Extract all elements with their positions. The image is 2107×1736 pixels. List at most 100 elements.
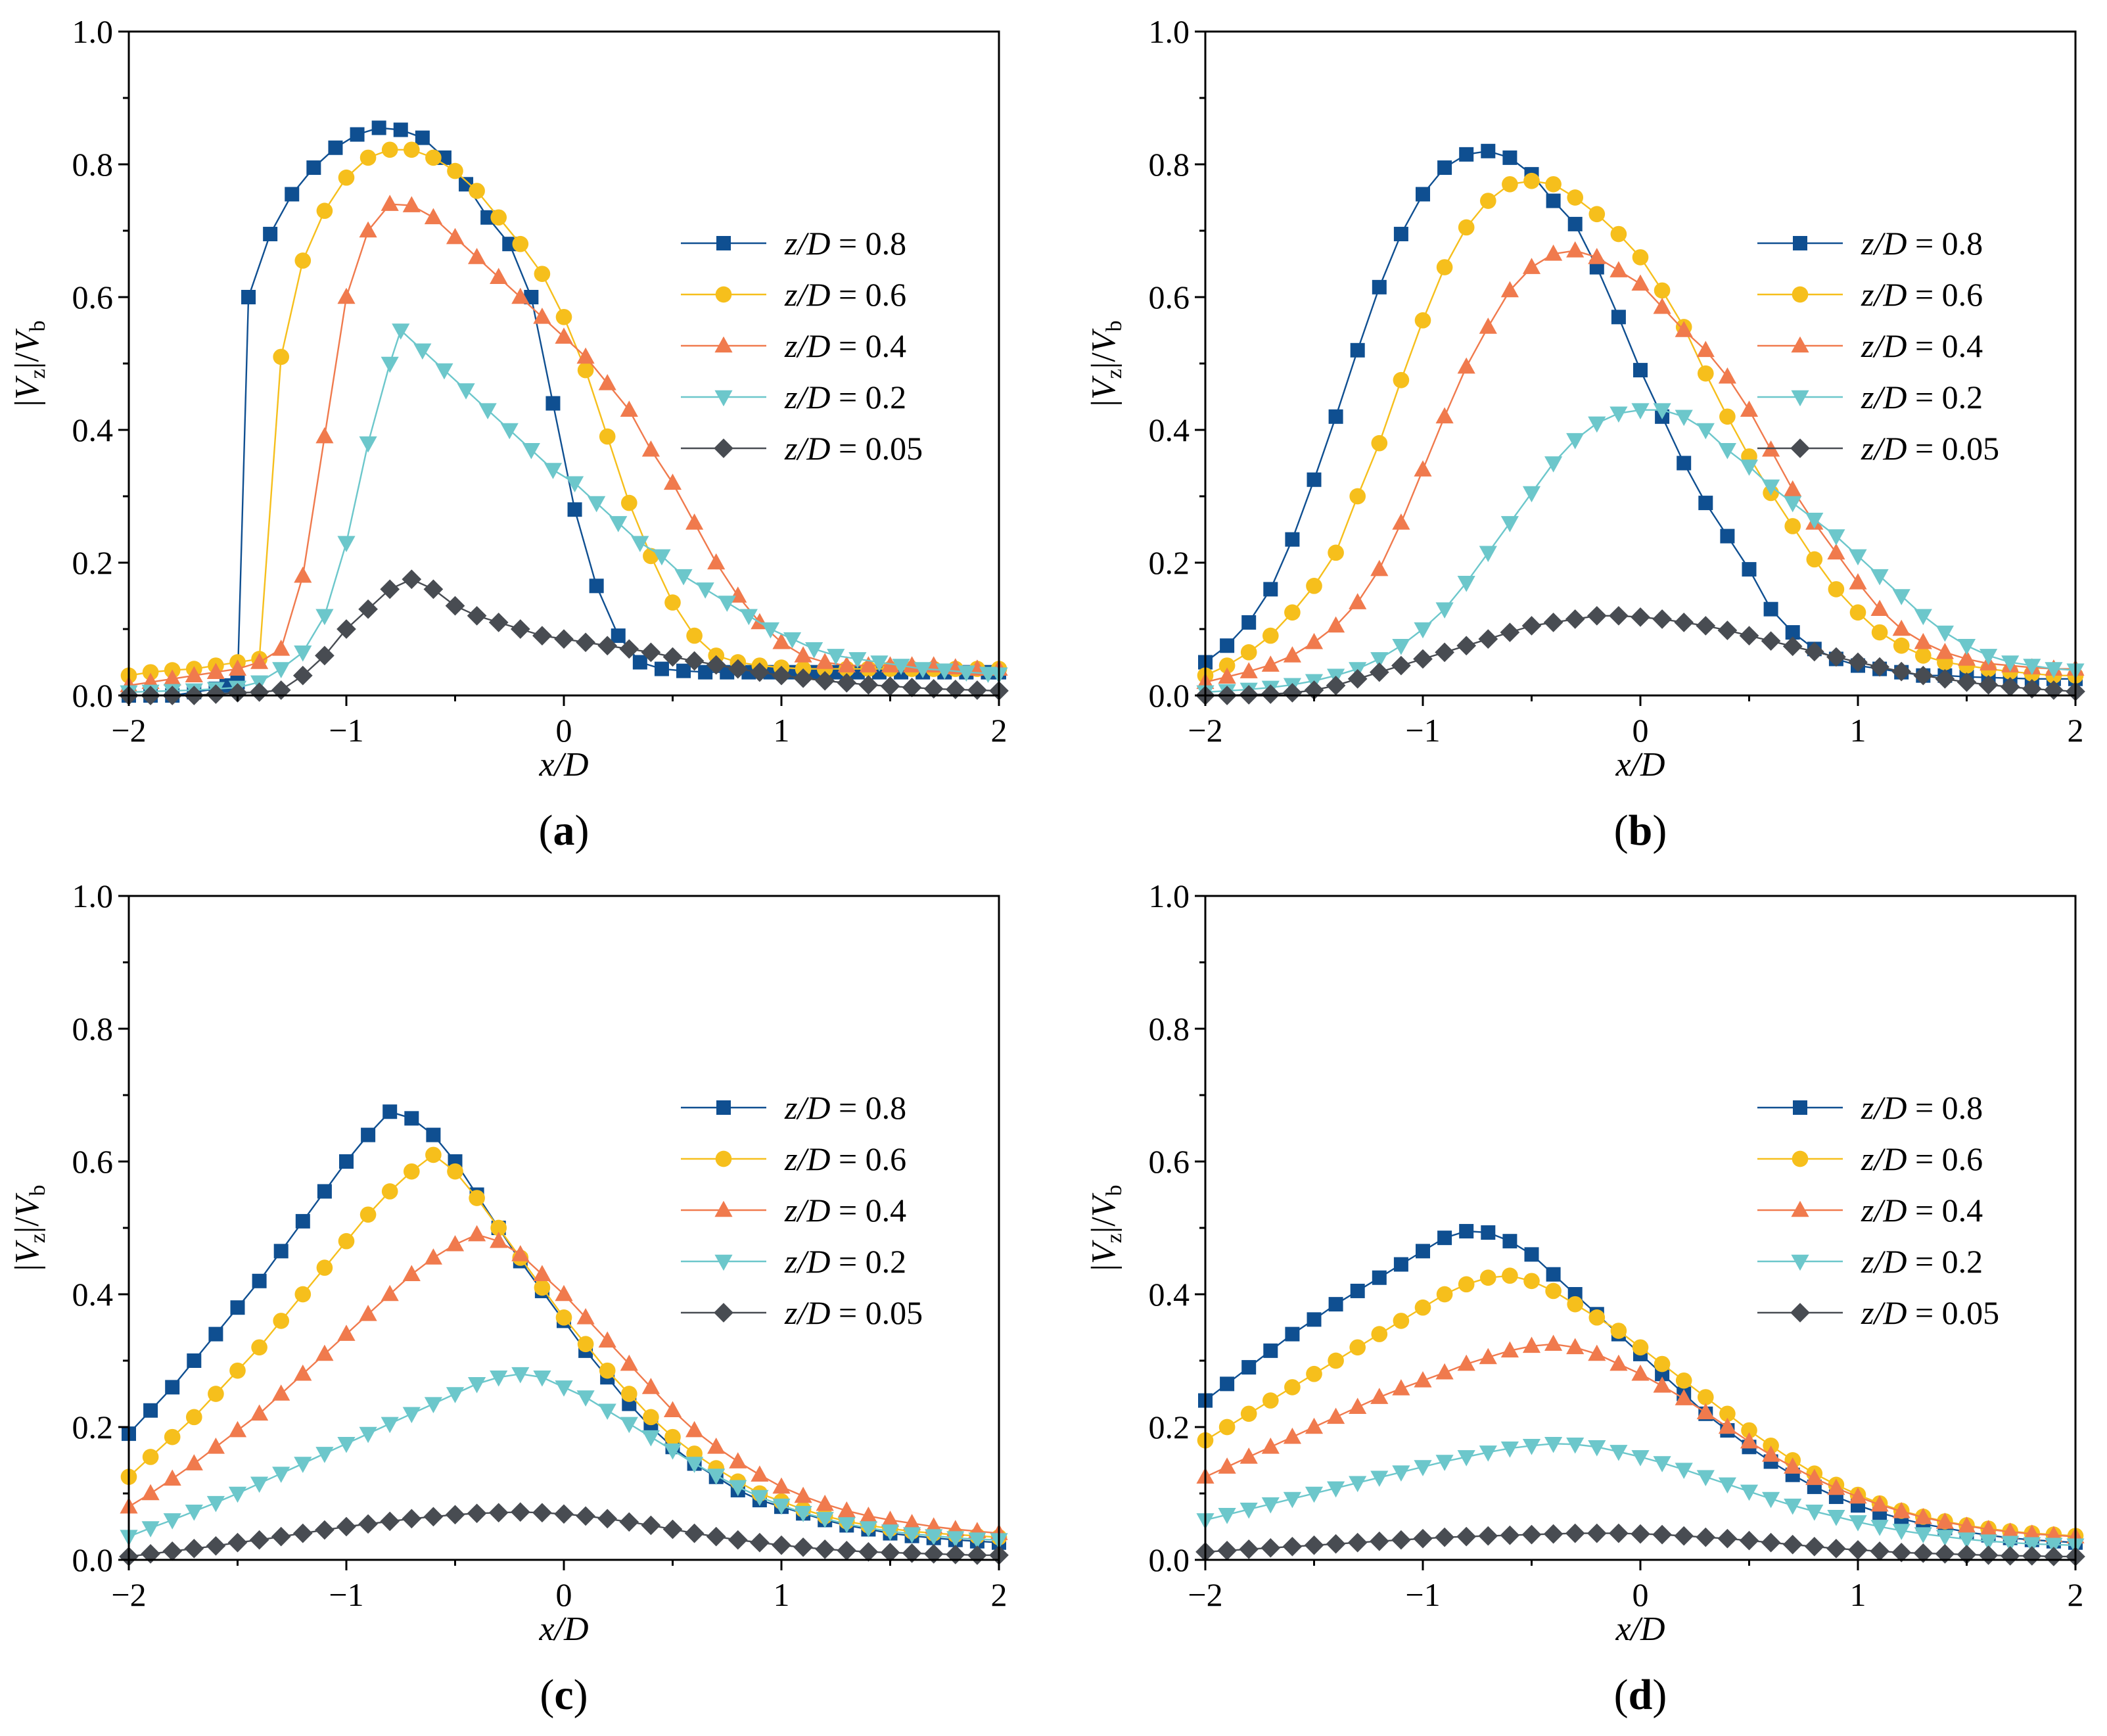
point-c-z02-19 <box>533 1370 551 1387</box>
point-c-z06-25 <box>664 1428 681 1445</box>
point-c-z02-5 <box>228 1486 247 1503</box>
point-a-z08-21 <box>545 396 561 411</box>
point-d-z005-38 <box>2022 1546 2042 1566</box>
point-d-z08-2 <box>1241 1360 1257 1375</box>
point-a-z08-19 <box>502 237 517 252</box>
point-c-z06-10 <box>338 1232 355 1250</box>
point-d-z08-5 <box>1307 1312 1322 1327</box>
y-tick-label-a-3: 0.6 <box>72 279 114 316</box>
point-a-z02-28 <box>718 596 736 612</box>
point-d-z02-16 <box>1544 1436 1563 1453</box>
point-d-z04-24 <box>1718 1417 1736 1434</box>
point-a-z06-17 <box>490 209 507 226</box>
point-b-z005-29 <box>1826 647 1846 667</box>
point-c-z02-10 <box>337 1436 356 1453</box>
point-b-z005-30 <box>1848 652 1868 672</box>
point-b-z005-26 <box>1761 631 1781 651</box>
point-c-z04-23 <box>620 1354 638 1371</box>
legend-marker-b-z04 <box>1791 336 1809 353</box>
point-d-z04-32 <box>1892 1501 1910 1518</box>
point-d-z02-18 <box>1588 1440 1606 1457</box>
point-b-z04-16 <box>1544 245 1563 261</box>
point-a-z02-34 <box>848 652 867 669</box>
point-c-z04-24 <box>641 1378 660 1394</box>
point-a-z08-14 <box>393 122 408 137</box>
point-a-z005-39 <box>967 680 987 700</box>
point-d-z06-24 <box>1719 1405 1736 1422</box>
point-c-z02-2 <box>163 1513 181 1530</box>
point-b-z005-11 <box>1435 642 1454 663</box>
legend-c: z/D = 0.8 z/D = 0.6 z/D = 0.4 z/D = 0.2 z/D … <box>681 1089 923 1331</box>
point-c-z005-9 <box>315 1520 335 1540</box>
point-b-z005-7 <box>1347 669 1368 689</box>
point-a-z02-22 <box>588 496 606 513</box>
point-b-z04-2 <box>1239 662 1258 678</box>
point-a-z02-8 <box>294 645 312 662</box>
point-b-z06-13 <box>1479 193 1496 209</box>
point-d-z02-11 <box>1435 1455 1454 1471</box>
point-b-z005-8 <box>1369 662 1389 682</box>
point-b-z04-21 <box>1653 297 1671 314</box>
point-a-z02-13 <box>392 323 410 340</box>
point-d-z02-22 <box>1675 1463 1693 1479</box>
point-b-z02-24 <box>1718 443 1736 459</box>
point-c-z06-5 <box>229 1362 246 1379</box>
point-b-z02-34 <box>1935 625 1954 642</box>
point-a-z08-9 <box>285 187 300 202</box>
point-c-z08-12 <box>382 1104 398 1119</box>
point-d-z02-37 <box>2001 1536 2020 1553</box>
point-d-z04-19 <box>1609 1354 1628 1371</box>
x-tick-label-b-3: 1 <box>1850 712 1866 749</box>
point-b-z02-31 <box>1870 569 1889 586</box>
point-c-z04-19 <box>533 1265 551 1281</box>
point-d-z06-16 <box>1545 1282 1562 1300</box>
point-a-z06-16 <box>469 183 485 199</box>
point-c-z04-2 <box>163 1469 181 1486</box>
point-d-z005-6 <box>1326 1534 1346 1554</box>
point-c-z005-10 <box>336 1516 356 1537</box>
panel-caption-a: (a) <box>539 807 590 855</box>
point-d-z005-24 <box>1717 1528 1738 1549</box>
point-a-z04-22 <box>598 374 616 390</box>
point-d-z005-39 <box>2044 1547 2064 1566</box>
point-a-z02-12 <box>381 356 399 373</box>
point-a-z005-12 <box>380 579 400 599</box>
y-tick-label-b-4: 0.8 <box>1149 146 1190 183</box>
point-b-z02-33 <box>1914 609 1932 626</box>
point-c-z08-2 <box>165 1380 180 1395</box>
point-b-z005-16 <box>1543 613 1563 632</box>
point-d-z06-13 <box>1479 1269 1496 1286</box>
point-c-z06-21 <box>577 1336 594 1353</box>
point-a-z04-16 <box>468 248 486 264</box>
point-b-z06-20 <box>1632 249 1649 266</box>
point-d-z02-29 <box>1827 1510 1845 1526</box>
point-c-z04-11 <box>359 1305 377 1321</box>
point-b-z02-15 <box>1522 486 1541 503</box>
point-c-z005-25 <box>662 1519 683 1539</box>
panel-caption-c: (c) <box>540 1671 588 1719</box>
y-tick-label-a-4: 0.8 <box>72 146 114 183</box>
legend-d: z/D = 0.8 z/D = 0.6 z/D = 0.4 z/D = 0.2 z/D … <box>1757 1089 1999 1331</box>
legend-label-b-z02: z/D = 0.2 <box>1861 379 1983 415</box>
point-b-z08-5 <box>1307 472 1322 487</box>
point-a-z08-12 <box>350 127 365 142</box>
point-a-z04-18 <box>511 287 530 304</box>
point-c-z02-26 <box>685 1457 704 1473</box>
point-a-z005-22 <box>597 636 618 656</box>
x-axis-title-a: x/D <box>538 746 588 784</box>
point-b-z005-34 <box>1935 669 1955 689</box>
point-c-z06-24 <box>643 1409 659 1426</box>
point-b-z02-28 <box>1805 513 1824 529</box>
point-a-z005-33 <box>837 672 857 693</box>
point-c-z02-15 <box>446 1387 465 1403</box>
point-b-z08-6 <box>1328 409 1343 424</box>
point-b-z08-16 <box>1546 193 1561 208</box>
point-c-z02-23 <box>620 1417 638 1434</box>
point-d-z02-38 <box>2023 1537 2041 1554</box>
point-d-z02-14 <box>1500 1442 1519 1458</box>
point-a-z02-9 <box>315 609 334 626</box>
point-b-z04-3 <box>1261 655 1280 672</box>
point-c-z06-3 <box>185 1409 202 1426</box>
point-b-z04-8 <box>1370 559 1389 576</box>
point-a-z005-9 <box>315 645 335 666</box>
